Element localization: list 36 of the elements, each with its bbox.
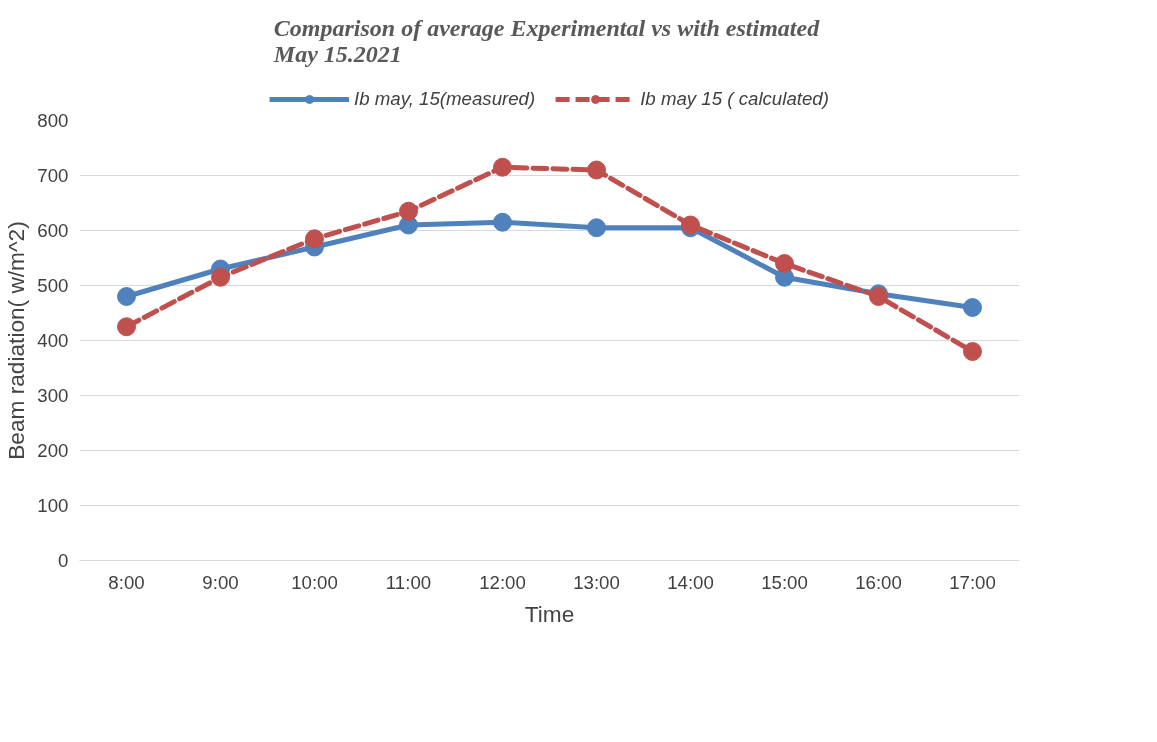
point <box>399 201 418 221</box>
x-tick-label: 15:00 <box>761 571 808 593</box>
x-tick-label: 16:00 <box>855 571 902 593</box>
y-tick-label: 200 <box>37 440 69 461</box>
x-axis-title: Time <box>524 600 575 627</box>
x-tick-label: 13:00 <box>573 571 620 593</box>
x-tick-label: 10:00 <box>291 571 338 593</box>
point <box>493 157 512 177</box>
point <box>305 229 324 249</box>
point <box>211 267 230 287</box>
point <box>117 287 136 306</box>
point <box>963 298 982 317</box>
y-tick-label: 100 <box>37 495 69 516</box>
x-tick-label: 11:00 <box>385 571 432 593</box>
x-tick-label: 12:00 <box>479 571 526 593</box>
x-tick-label: 17:00 <box>949 571 996 593</box>
y-tick-label: 500 <box>37 275 69 296</box>
point <box>493 212 512 232</box>
y-tick-label: 800 <box>37 110 69 131</box>
x-tick-label: 14:00 <box>667 571 714 593</box>
point <box>963 342 982 361</box>
point <box>587 218 606 238</box>
y-tick-label: 300 <box>37 385 69 406</box>
y-tick-label: 400 <box>37 330 69 351</box>
y-tick-label: 0 <box>58 550 69 571</box>
legend-label: Ib may, 15(measured) <box>354 88 536 110</box>
point <box>117 317 136 337</box>
chart-title: Comparison of average Experimental vs with estimated May 15.2021 <box>272 15 821 67</box>
y-tick-label: 700 <box>37 165 69 186</box>
x-tick-label: 8:00 <box>108 571 145 593</box>
y-axis-title: Beam radiation( w/m^2) <box>3 221 30 460</box>
point <box>775 254 794 273</box>
x-tick-label: 9:00 <box>202 571 239 593</box>
y-tick-label: 600 <box>37 220 69 241</box>
point <box>587 160 606 180</box>
legend-label: Ib may 15 ( calculated) <box>640 88 829 110</box>
